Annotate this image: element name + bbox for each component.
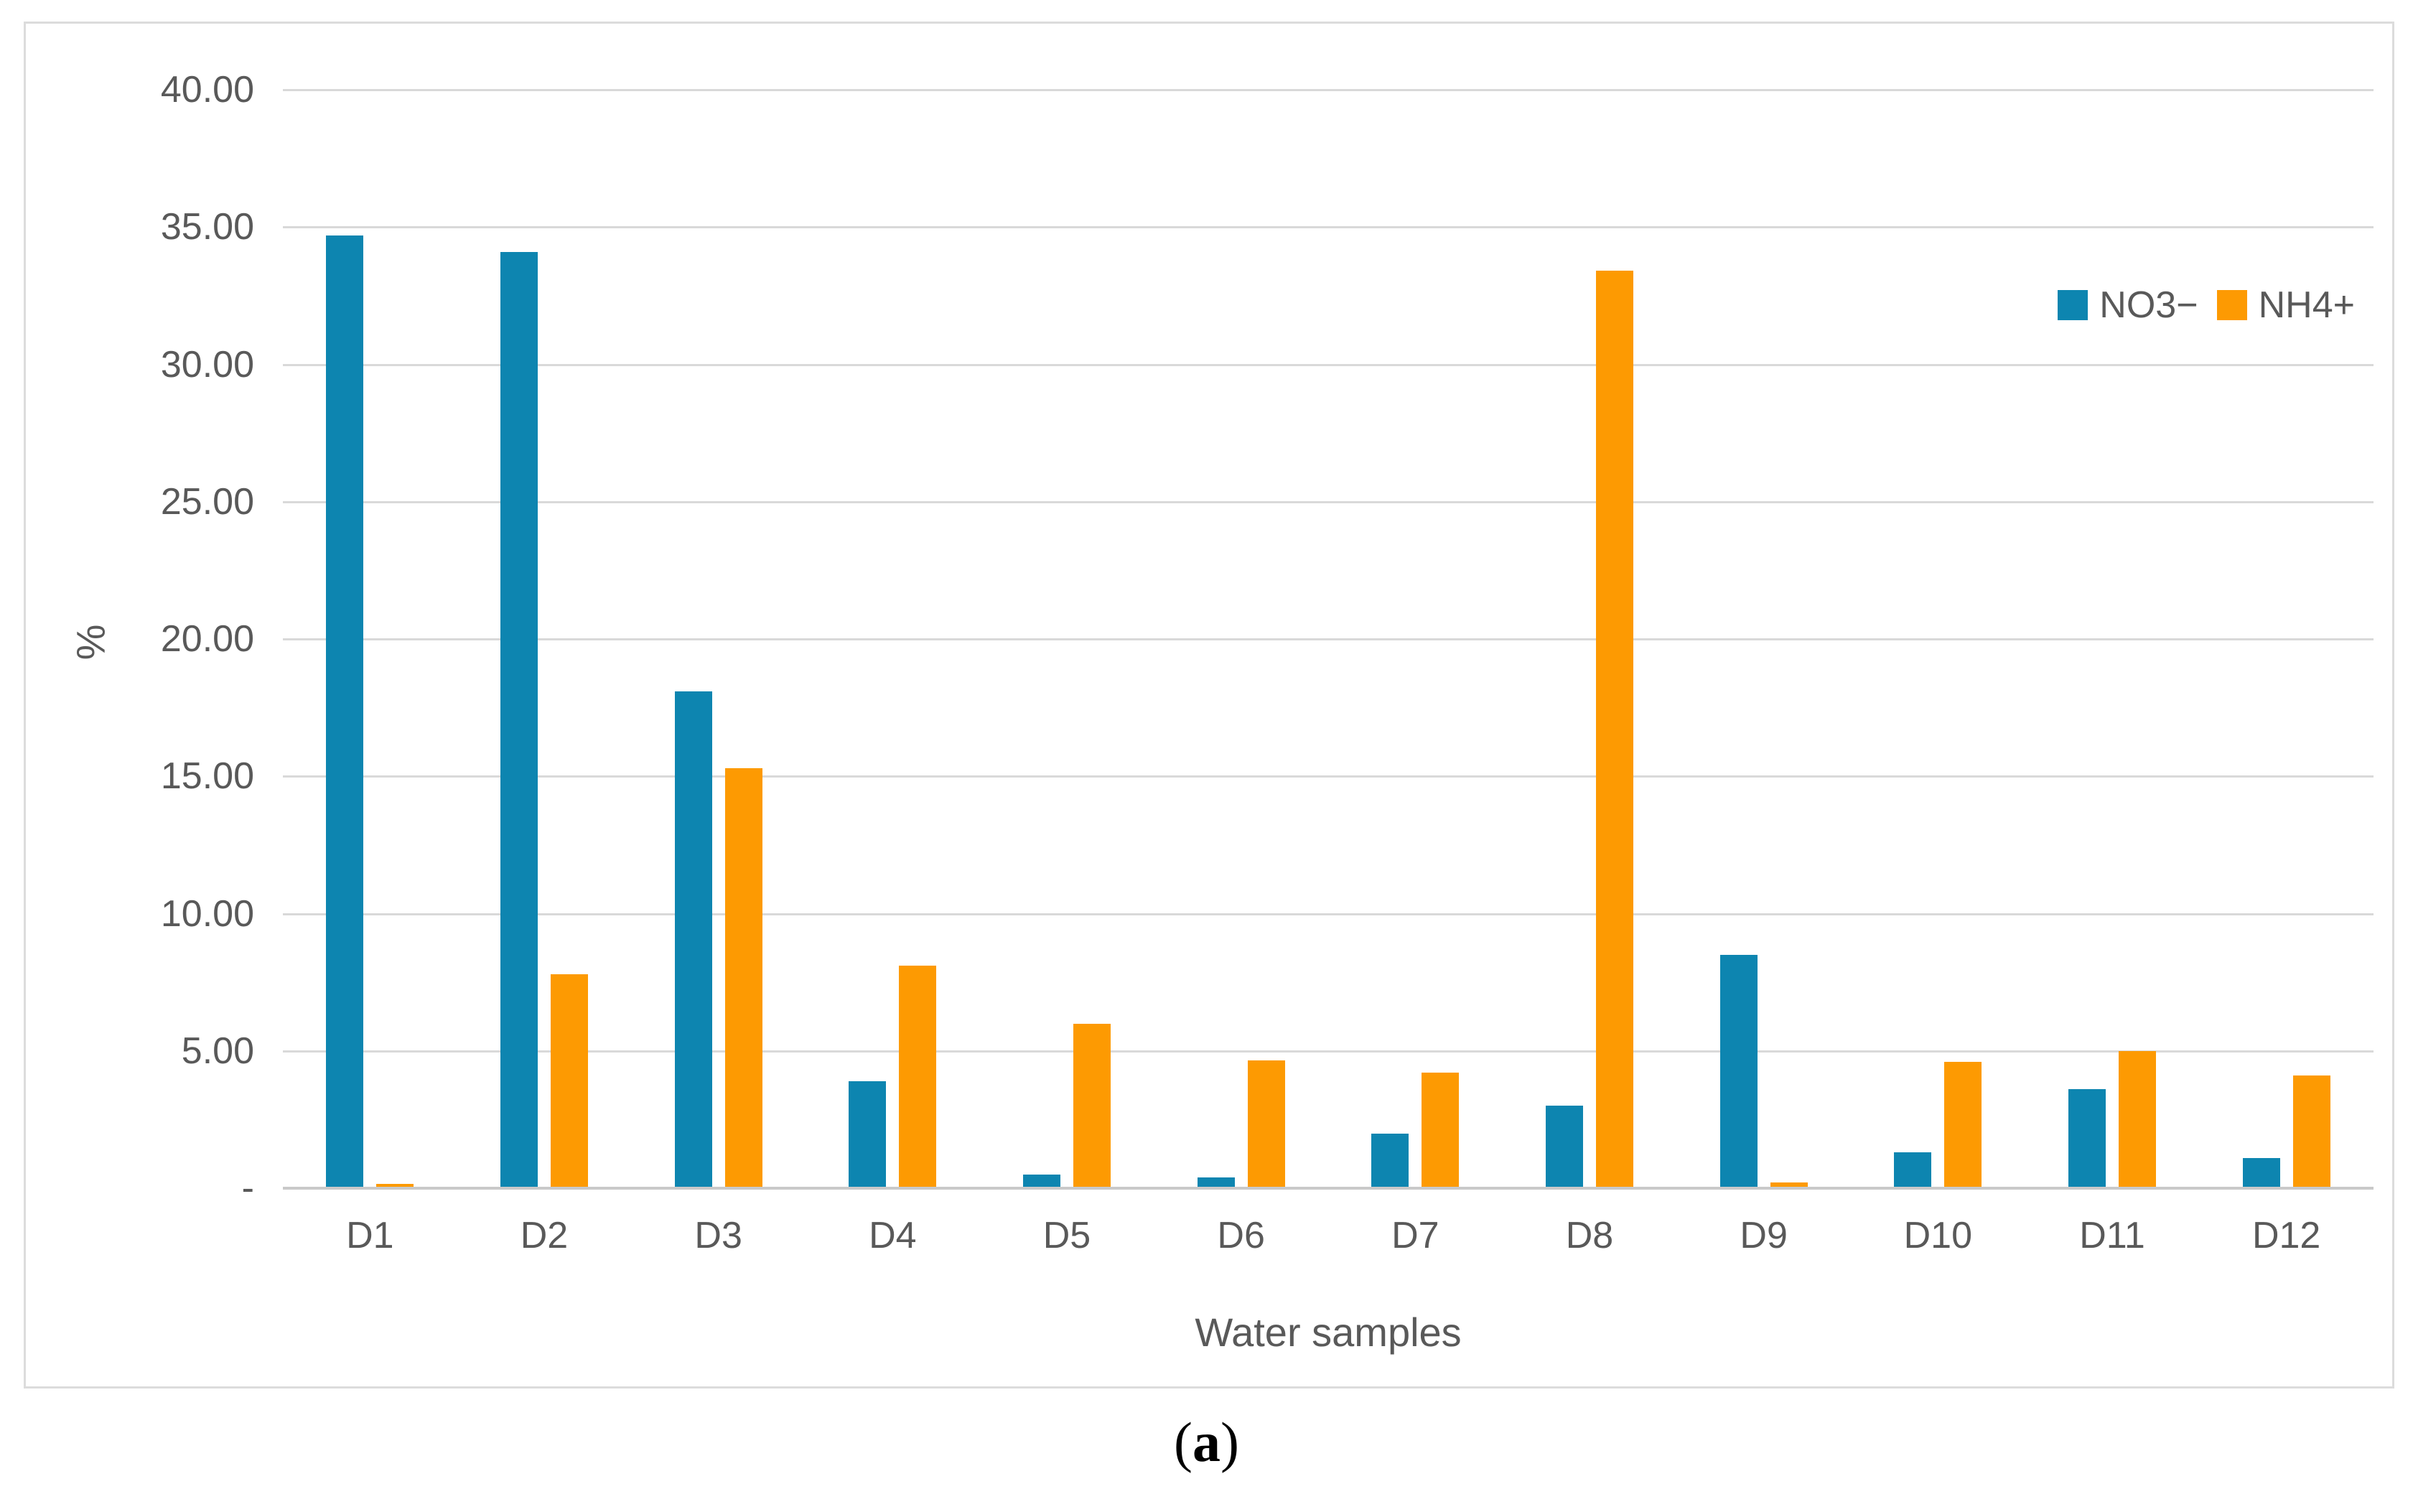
bar-no3-d11	[2068, 1089, 2106, 1188]
bar-no3-d6	[1197, 1177, 1235, 1188]
y-tick-label: 5.00	[181, 1030, 254, 1072]
caption-letter: a	[1193, 1411, 1220, 1473]
y-tick-label: 30.00	[160, 343, 254, 386]
x-tick-label: D8	[1565, 1215, 1614, 1256]
x-tick-label: D2	[520, 1215, 569, 1256]
y-gridline	[283, 500, 2374, 503]
x-tick-label: D6	[1217, 1215, 1265, 1256]
bar-no3-d2	[500, 251, 538, 1188]
figure-caption: (a)	[0, 1410, 2413, 1475]
y-gridline	[283, 913, 2374, 915]
x-tick-label: D3	[694, 1215, 742, 1256]
y-tick-label: 25.00	[160, 480, 254, 523]
x-tick-label: D9	[1740, 1215, 1788, 1256]
y-gridline	[283, 1050, 2374, 1053]
y-tick-label: 35.00	[160, 206, 254, 248]
x-tick-label: D10	[1903, 1215, 1973, 1256]
x-axis-title: Water samples	[1195, 1310, 1462, 1355]
x-tick-label: D4	[869, 1215, 917, 1256]
x-tick-label: D7	[1391, 1215, 1439, 1256]
legend-item-nh4: NH4+	[2216, 284, 2355, 327]
bar-nh4-d2	[551, 974, 588, 1188]
bar-nh4-d6	[1247, 1060, 1285, 1188]
bar-no3-d10	[1894, 1152, 1932, 1188]
chart-frame: % Water samples -5.00 10.00 15.00 20.00 25.0…	[24, 22, 2394, 1389]
x-axis-line	[283, 1187, 2374, 1190]
legend-swatch-no3	[2058, 290, 2088, 320]
x-tick-label: D12	[2251, 1215, 2321, 1256]
bar-nh4-d12	[2292, 1075, 2330, 1188]
bar-nh4-d8	[1596, 271, 1633, 1188]
y-tick-label: 20.00	[160, 618, 254, 660]
legend: NO3− NH4+	[2058, 284, 2355, 327]
bar-no3-d5	[1023, 1174, 1060, 1188]
y-tick-label: 15.00	[160, 755, 254, 798]
bar-nh4-d1	[376, 1184, 414, 1188]
bar-no3-d1	[326, 235, 364, 1188]
bar-nh4-d7	[1422, 1073, 1460, 1188]
bar-no3-d8	[1546, 1106, 1583, 1188]
y-gridline	[283, 775, 2374, 778]
bar-nh4-d11	[2119, 1050, 2156, 1188]
bar-no3-d7	[1371, 1133, 1409, 1188]
y-gridline	[283, 89, 2374, 91]
bar-no3-d4	[849, 1081, 887, 1188]
legend-label-nh4: NH4+	[2258, 284, 2355, 326]
bar-nh4-d9	[1770, 1182, 1808, 1188]
x-tick-label: D5	[1042, 1215, 1091, 1256]
caption-paren-close: )	[1220, 1411, 1239, 1473]
plot-area	[283, 89, 2374, 1190]
legend-label-no3: NO3−	[2099, 284, 2198, 326]
y-tick-label: 10.00	[160, 892, 254, 935]
legend-item-no3: NO3−	[2058, 284, 2198, 327]
bar-no3-d9	[1719, 954, 1758, 1188]
y-tick-label: 40.00	[160, 69, 254, 111]
bar-nh4-d5	[1073, 1023, 1111, 1188]
y-gridline	[283, 363, 2374, 366]
caption-paren-open: (	[1174, 1411, 1193, 1473]
legend-swatch-nh4	[2216, 290, 2247, 320]
x-tick-label: D1	[346, 1215, 394, 1256]
bar-nh4-d10	[1944, 1062, 1982, 1188]
y-tick-label: -	[241, 1167, 254, 1209]
bar-nh4-d3	[724, 767, 762, 1188]
bar-no3-d12	[2242, 1157, 2280, 1188]
y-gridline	[283, 638, 2374, 640]
y-gridline	[283, 226, 2374, 229]
bar-no3-d3	[674, 691, 712, 1188]
x-tick-label: D11	[2079, 1215, 2145, 1256]
bar-nh4-d4	[899, 966, 937, 1188]
